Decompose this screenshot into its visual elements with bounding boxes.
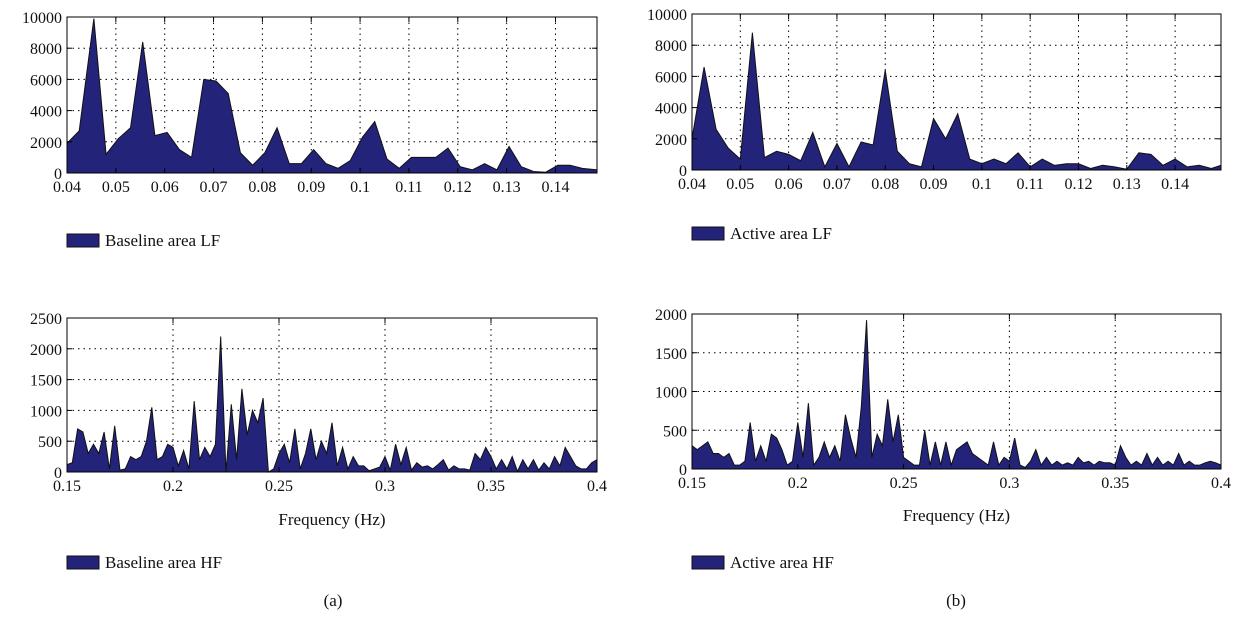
baseline-hf-x-tick-label-5: 0.4 xyxy=(587,478,607,495)
panel-label-b: (b) xyxy=(946,591,966,610)
active-lf-chart: 0.04 0.05 0.06 0.07 0.08 0.09 0.1 0.11 0.12 0.13 0… xyxy=(647,7,1222,243)
baseline-lf-x-tick-label-1: 0.05 xyxy=(102,179,130,196)
active-lf-legend-swatch xyxy=(691,226,725,241)
baseline-hf-x-tick-label-1: 0.2 xyxy=(163,478,183,495)
active-lf-y-tick-label-5: 10000 xyxy=(647,7,687,24)
active-hf-y-tick-label-3: 1500 xyxy=(655,346,687,363)
baseline-lf-legend-label: Baseline area LF xyxy=(105,231,220,250)
baseline-lf-x-tick-label-10: 0.14 xyxy=(541,179,569,196)
active-lf-x-tick-label-6: 0.1 xyxy=(972,176,992,193)
active-hf-x-tick-label-5: 0.4 xyxy=(1211,475,1231,492)
baseline-lf-legend-swatch xyxy=(66,233,100,248)
active-hf-series-area-0 xyxy=(691,320,1222,470)
baseline-hf-x-tick-label-4: 0.35 xyxy=(477,478,505,495)
baseline-hf-y-tick-label-1: 500 xyxy=(38,434,62,451)
baseline-lf-x-tick-label-3: 0.07 xyxy=(200,179,228,196)
active-lf-series-area-0 xyxy=(691,32,1222,171)
active-lf-plot-frame xyxy=(691,13,1222,171)
baseline-lf-plot-frame xyxy=(66,16,598,174)
active-lf-x-tick-label-2: 0.06 xyxy=(775,176,803,193)
active-lf-x-tick-label-10: 0.14 xyxy=(1161,176,1189,193)
baseline-lf-y-tick-label-1: 2000 xyxy=(30,135,62,152)
active-lf-x-tick-label-7: 0.11 xyxy=(1016,176,1043,193)
baseline-lf-x-tick-label-7: 0.11 xyxy=(395,179,422,196)
baseline-lf-x-tick-label-4: 0.08 xyxy=(248,179,276,196)
charts-layer: 0.04 0.05 0.06 0.07 0.08 0.09 0.1 0.11 0.12 0.13 0… xyxy=(22,7,1231,572)
panel-label-a: (a) xyxy=(324,591,343,610)
active-lf-x-tick-label-5: 0.09 xyxy=(920,176,948,193)
baseline-lf-x-tick-label-5: 0.09 xyxy=(297,179,325,196)
active-hf-chart: 0.15 0.2 0.25 0.3 0.35 0.4 0 500 1000 1500 2000 Fre… xyxy=(655,307,1231,572)
active-hf-x-tick-label-4: 0.35 xyxy=(1101,475,1129,492)
active-hf-legend-label: Active area HF xyxy=(730,553,834,572)
baseline-lf-x-tick-label-0: 0.04 xyxy=(53,179,81,196)
active-hf-y-tick-label-1: 500 xyxy=(663,423,687,440)
baseline-hf-chart: 0.15 0.2 0.25 0.3 0.35 0.4 0 500 1000 1500 2000 250… xyxy=(30,311,607,572)
baseline-lf-y-tick-label-3: 6000 xyxy=(30,72,62,89)
baseline-hf-y-tick-label-4: 2000 xyxy=(30,342,62,359)
baseline-lf-series-area-0 xyxy=(66,18,598,174)
baseline-hf-legend-label: Baseline area HF xyxy=(105,553,222,572)
baseline-hf-plot-frame xyxy=(66,317,598,473)
active-hf-x-tick-label-2: 0.25 xyxy=(890,475,918,492)
baseline-lf-y-tick-label-2: 4000 xyxy=(30,104,62,121)
active-hf-y-tick-label-2: 1000 xyxy=(655,385,687,402)
baseline-lf-x-tick-label-8: 0.12 xyxy=(444,179,472,196)
active-lf-x-tick-label-8: 0.12 xyxy=(1064,176,1092,193)
baseline-hf-y-tick-label-3: 1500 xyxy=(30,373,62,390)
active-lf-y-tick-label-0: 0 xyxy=(679,163,687,180)
active-lf-y-tick-label-1: 2000 xyxy=(655,132,687,149)
baseline-hf-x-tick-label-3: 0.3 xyxy=(375,478,395,495)
baseline-hf-y-tick-label-2: 1000 xyxy=(30,403,62,420)
baseline-hf-x-tick-label-0: 0.15 xyxy=(53,478,81,495)
baseline-hf-x-tick-label-2: 0.25 xyxy=(265,478,293,495)
baseline-lf-y-tick-label-5: 10000 xyxy=(22,10,62,27)
baseline-lf-x-tick-label-6: 0.1 xyxy=(350,179,370,196)
active-lf-x-tick-label-9: 0.13 xyxy=(1113,176,1141,193)
active-lf-x-tick-label-3: 0.07 xyxy=(823,176,851,193)
baseline-lf-x-tick-label-2: 0.06 xyxy=(151,179,179,196)
active-lf-y-tick-label-4: 8000 xyxy=(655,38,687,55)
baseline-hf-series-area-0 xyxy=(66,336,598,473)
baseline-lf-y-tick-label-0: 0 xyxy=(54,166,62,183)
active-hf-x-tick-label-1: 0.2 xyxy=(788,475,808,492)
active-lf-y-tick-label-2: 4000 xyxy=(655,101,687,118)
active-hf-y-tick-label-4: 2000 xyxy=(655,307,687,324)
active-lf-legend-label: Active area LF xyxy=(730,224,832,243)
baseline-hf-y-tick-label-5: 2500 xyxy=(30,311,62,328)
active-lf-x-tick-label-0: 0.04 xyxy=(678,176,706,193)
baseline-lf-chart: 0.04 0.05 0.06 0.07 0.08 0.09 0.1 0.11 0.12 0.13 0… xyxy=(22,10,598,250)
active-lf-x-tick-label-1: 0.05 xyxy=(726,176,754,193)
active-hf-x-tick-label-0: 0.15 xyxy=(678,475,706,492)
baseline-hf-x-axis-label: Frequency (Hz) xyxy=(278,510,385,529)
baseline-lf-x-tick-label-9: 0.13 xyxy=(493,179,521,196)
baseline-hf-legend-swatch xyxy=(66,555,100,570)
baseline-hf-y-tick-label-0: 0 xyxy=(54,465,62,482)
active-hf-y-tick-label-0: 0 xyxy=(679,462,687,479)
active-hf-legend-swatch xyxy=(691,555,725,570)
active-lf-y-tick-label-3: 6000 xyxy=(655,69,687,86)
active-lf-x-tick-label-4: 0.08 xyxy=(871,176,899,193)
baseline-lf-y-tick-label-4: 8000 xyxy=(30,41,62,58)
active-hf-x-tick-label-3: 0.3 xyxy=(999,475,1019,492)
active-hf-x-axis-label: Frequency (Hz) xyxy=(903,506,1010,525)
